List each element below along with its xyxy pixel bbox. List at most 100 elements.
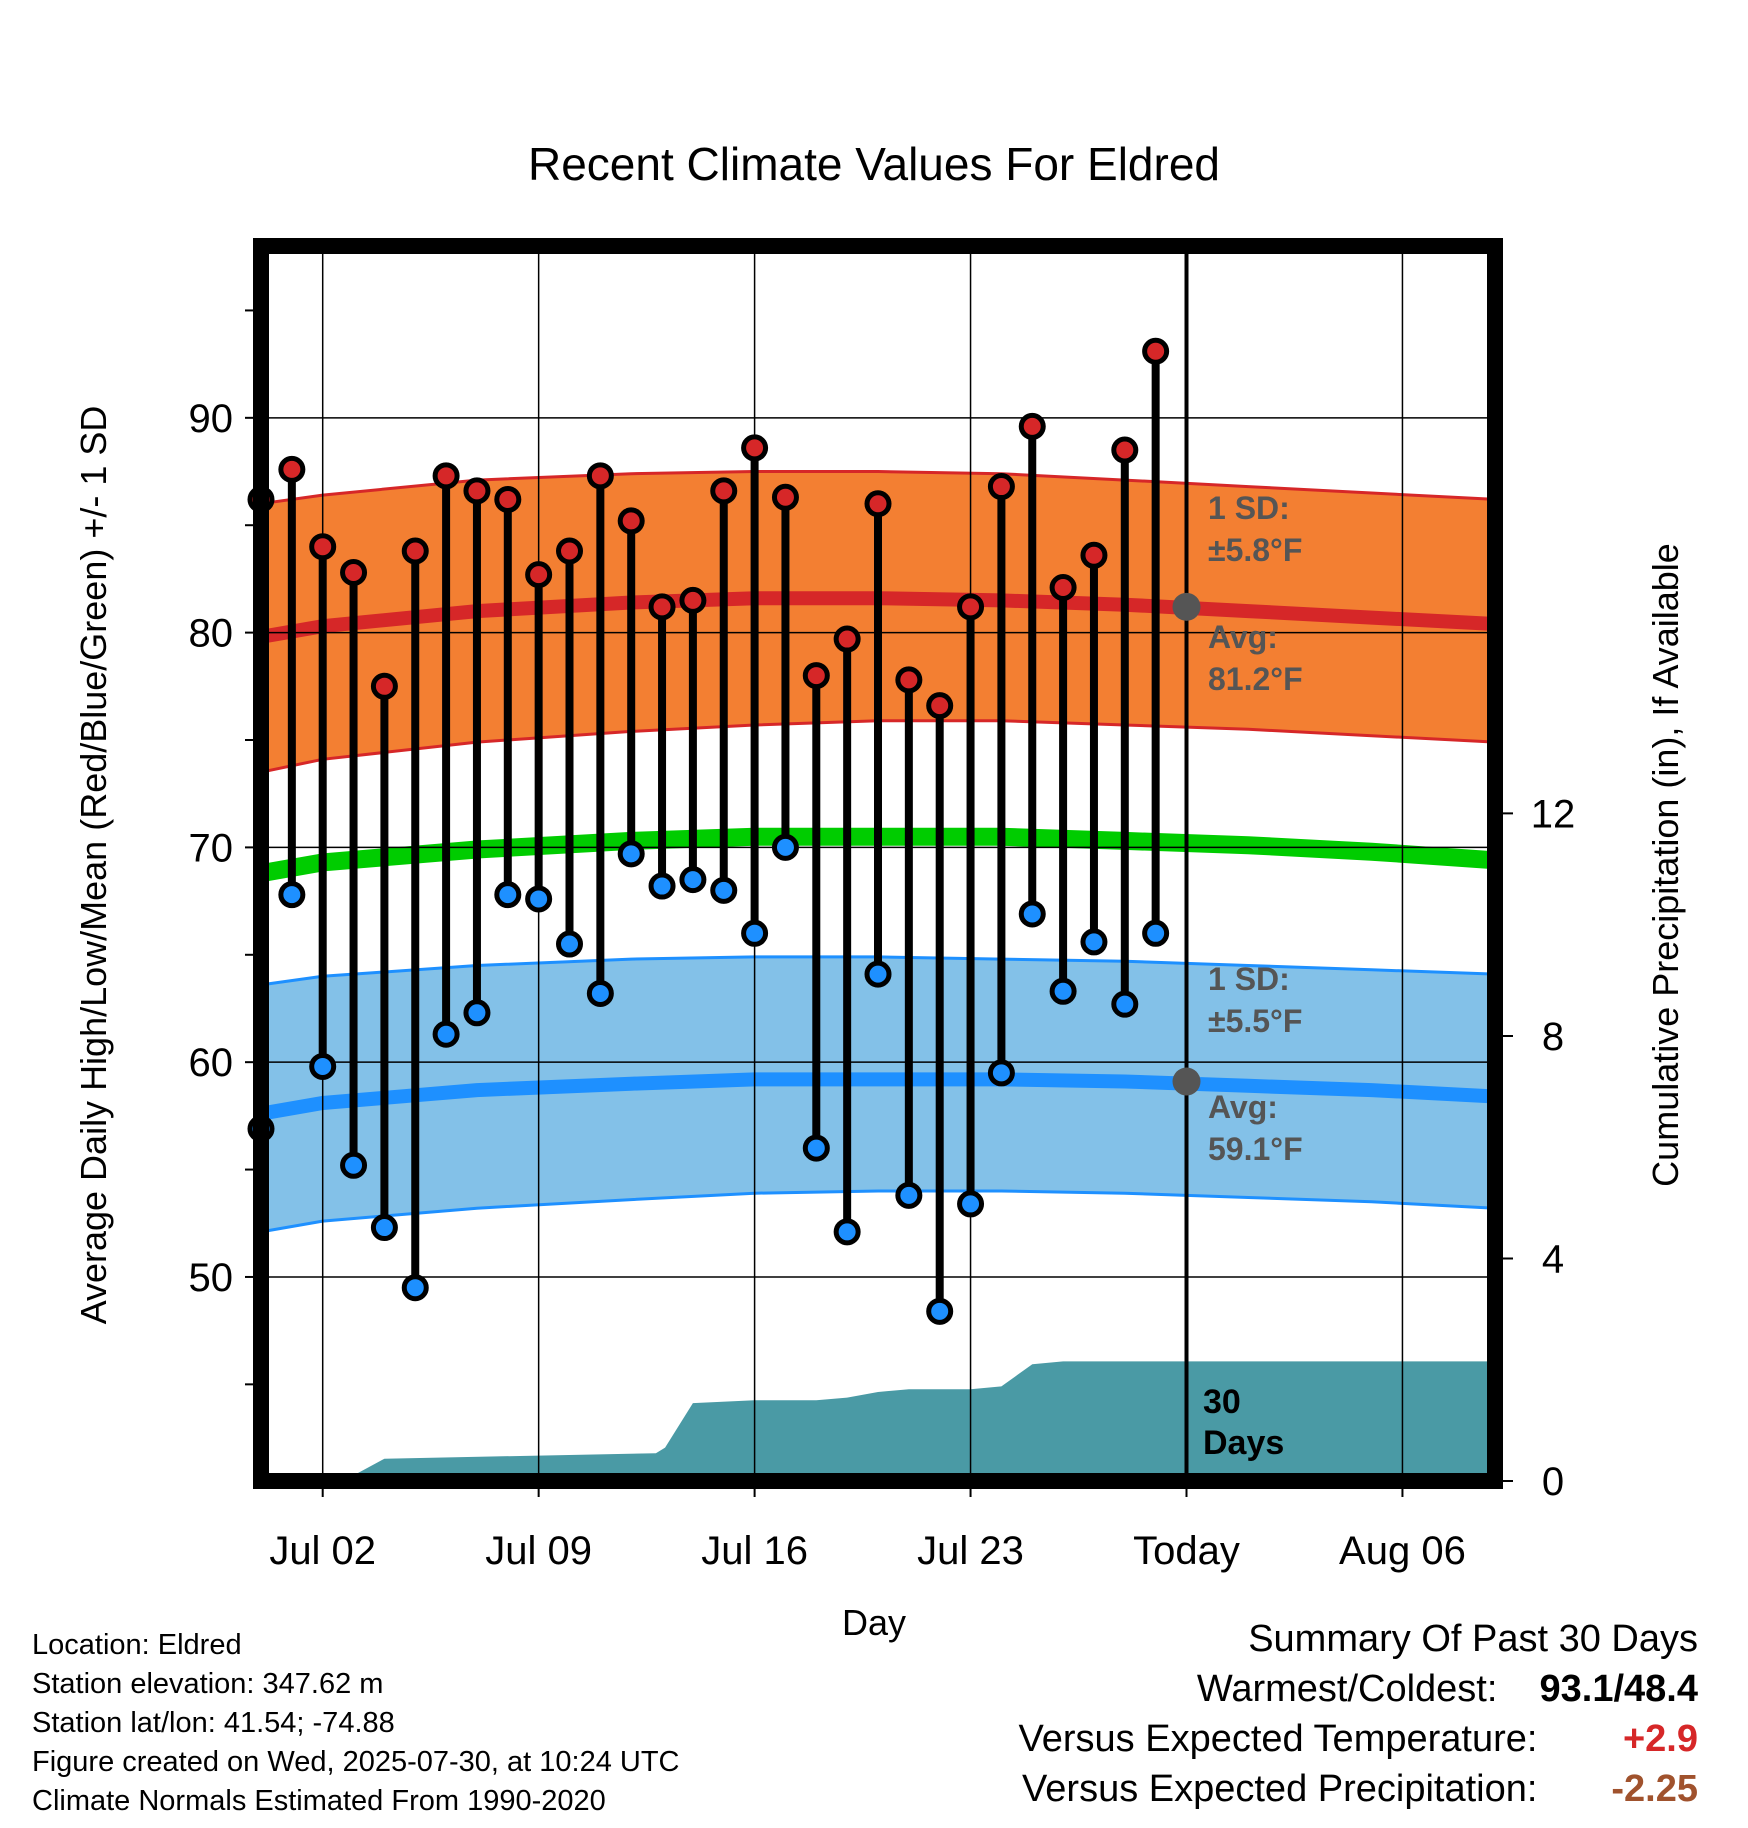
y-tick-label: 50: [189, 1256, 234, 1300]
temp-value: +2.9: [1622, 1718, 1698, 1760]
high-point: [463, 477, 491, 505]
high-point: [494, 485, 522, 513]
y-axis-left: 50 60 70 80 90: [189, 309, 261, 1386]
low-avg-value: 59.1°F: [1208, 1131, 1303, 1167]
high-avg-value: 81.2°F: [1208, 661, 1303, 697]
low-point: [432, 1020, 460, 1048]
x-axis-title: Day: [842, 1602, 906, 1643]
created-text: Figure created on Wed, 2025-07-30, at 10…: [32, 1746, 680, 1778]
low-point: [957, 1190, 985, 1218]
low-point: [401, 1274, 429, 1302]
low-lower-edge: [260, 1189, 1496, 1234]
y-tick-label: 80: [189, 612, 234, 656]
high-annotation: 1 SD: ±5.8°F Avg: 81.2°F: [1208, 490, 1303, 697]
y-tick-label: 70: [189, 826, 234, 870]
location-text: Location: Eldred: [32, 1629, 242, 1661]
high-point: [432, 462, 460, 490]
x-tick-label: Jul 09: [485, 1529, 592, 1573]
low-point: [1142, 919, 1170, 947]
precip-value: -2.25: [1611, 1768, 1698, 1810]
low-point: [525, 885, 553, 913]
x-tick-label: Jul 16: [701, 1529, 808, 1573]
low-point: [895, 1181, 923, 1209]
y-right-tick-label: 0: [1542, 1460, 1564, 1504]
low-point: [463, 999, 491, 1027]
y-tick-label: 90: [189, 397, 234, 441]
low-point: [586, 979, 614, 1007]
low-point: [987, 1059, 1015, 1087]
low-point: [710, 876, 738, 904]
plot-frame: [253, 238, 1503, 1489]
high-point: [679, 586, 707, 614]
x-tick-label: Jul 02: [269, 1529, 376, 1573]
high-point: [895, 666, 923, 694]
summary-temp-row: Versus Expected Temperature: +2.9: [1019, 1714, 1698, 1764]
low-avg-label: Avg:: [1208, 1089, 1278, 1125]
y-axis-left-title: Average Daily High/Low/Mean (Red/Blue/Gr…: [73, 406, 114, 1325]
low-point: [1111, 990, 1139, 1018]
x-axis: Jul 02 Jul 09 Jul 16 Jul 23 Today Aug 06: [269, 1481, 1466, 1573]
precip-area: [261, 1361, 1495, 1481]
y-axis-right-title: Cumulative Precipitation (in), If Availa…: [1645, 543, 1686, 1187]
summary-heading: Summary Of Past 30 Days: [1248, 1618, 1698, 1660]
precip-fill: [261, 1361, 1495, 1481]
avg-markers: [1172, 592, 1201, 1096]
low-point: [309, 1052, 337, 1080]
low-point: [741, 919, 769, 947]
low-point: [556, 930, 583, 958]
high-avg-label: Avg:: [1208, 619, 1278, 655]
temp-label: Versus Expected Temperature:: [1018, 1718, 1538, 1760]
elevation-text: Station elevation: 347.62 m: [32, 1668, 384, 1700]
precip-label: Versus Expected Precipitation:: [1022, 1768, 1538, 1810]
summary-precip-row: Versus Expected Precipitation: -2.25: [1019, 1764, 1698, 1814]
high-point: [401, 537, 429, 565]
low-sd-label: 1 SD:: [1208, 961, 1290, 997]
low-point: [1049, 977, 1077, 1005]
high-point: [741, 434, 769, 462]
low-point: [1080, 928, 1108, 956]
latlon-text: Station lat/lon: 41.54; -74.88: [32, 1707, 395, 1739]
high-point: [710, 477, 738, 505]
low-annotation: 1 SD: ±5.5°F Avg: 59.1°F: [1208, 961, 1303, 1167]
low-point: [771, 833, 799, 861]
high-point: [525, 561, 553, 589]
high-point: [1018, 412, 1046, 440]
high-upper-edge: [260, 470, 1496, 506]
low-point: [679, 866, 707, 894]
high-point: [278, 455, 306, 483]
high-point: [1049, 574, 1077, 602]
high-point: [957, 593, 985, 621]
high-point: [833, 625, 861, 653]
low-point: [494, 881, 522, 909]
high-sd-label: 1 SD:: [1208, 490, 1290, 526]
high-point: [309, 533, 337, 561]
summary-panel: Summary Of Past 30 Days Warmest/Coldest:…: [1019, 1614, 1698, 1814]
high-sd-value: ±5.8°F: [1208, 532, 1302, 568]
low-avg-marker: [1172, 1067, 1201, 1096]
normals-text: Climate Normals Estimated From 1990-2020: [32, 1785, 606, 1817]
precip-days-label: Days: [1203, 1424, 1284, 1462]
low-point: [340, 1151, 368, 1179]
high-point: [586, 462, 614, 490]
low-point: [833, 1218, 861, 1246]
high-avg-marker: [1172, 592, 1201, 621]
y-right-tick-label: 12: [1531, 792, 1576, 836]
y-axis-right: 0 4 8 12: [1495, 792, 1575, 1504]
high-point: [648, 593, 676, 621]
low-point: [648, 872, 676, 900]
x-tick-label: Aug 06: [1339, 1529, 1466, 1573]
warm-value: 93.1/48.4: [1539, 1668, 1698, 1710]
high-point: [556, 537, 583, 565]
high-point: [1080, 541, 1108, 569]
high-point: [802, 662, 830, 690]
high-point: [1111, 436, 1139, 464]
low-point: [278, 881, 306, 909]
high-point: [926, 692, 954, 720]
warm-label: Warmest/Coldest:: [1196, 1668, 1498, 1710]
y-right-tick-label: 4: [1542, 1237, 1564, 1281]
daily-points: [247, 337, 1170, 1325]
x-tick-label: Today: [1133, 1529, 1240, 1573]
low-point: [926, 1297, 954, 1325]
low-point: [864, 960, 892, 988]
